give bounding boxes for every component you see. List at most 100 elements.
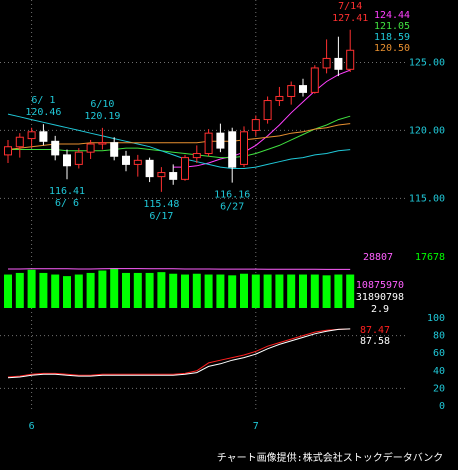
volume-bar	[39, 272, 48, 308]
candle-body	[27, 131, 36, 140]
volume-bar	[98, 270, 107, 308]
candle-body	[133, 159, 142, 165]
candle-body	[86, 143, 95, 153]
y-tick-label: 20	[433, 383, 445, 394]
candle-body	[299, 85, 307, 93]
volume-bar	[133, 272, 142, 308]
annotation-value: 120.19	[84, 111, 120, 122]
readout: 17678	[415, 252, 445, 263]
volume-bar	[287, 274, 296, 308]
candle-body	[110, 142, 119, 157]
legend-value: 87.58	[360, 336, 390, 347]
annotation-value: 120.46	[25, 107, 61, 118]
footer: チャート画像提供:株式会社ストックデータバンク	[217, 451, 443, 464]
volume-bar	[192, 273, 201, 308]
volume-average	[8, 268, 351, 270]
readout: 10875970	[356, 280, 404, 291]
y-tick-label: 80	[433, 331, 445, 342]
volume-bar	[228, 275, 237, 308]
annotation-value: 116.16	[214, 190, 250, 201]
annotation-date: 6/ 6	[55, 198, 79, 209]
y-tick-label: 60	[433, 348, 445, 359]
volume-bar	[86, 272, 95, 308]
candle-body	[51, 140, 60, 156]
y-tick-label: 125.00	[409, 58, 445, 69]
y-tick-label: 0	[439, 401, 445, 412]
candle-body	[145, 159, 154, 178]
legend-value: 121.05	[374, 21, 410, 32]
volume-bar	[204, 274, 213, 308]
candle-body	[192, 153, 201, 159]
volume-bar	[251, 274, 260, 308]
candle-body	[39, 131, 48, 142]
volume-bar	[346, 274, 355, 308]
candle-body	[334, 57, 343, 70]
volume-bar	[157, 272, 166, 308]
moving-average	[7, 123, 351, 150]
candle-body	[346, 49, 355, 70]
volume-bar	[299, 274, 307, 308]
annotation-value: 115.48	[143, 199, 179, 210]
volume-bar	[216, 274, 225, 308]
candle-body	[310, 67, 319, 93]
volume-bar	[27, 269, 36, 308]
volume-bar	[322, 275, 331, 308]
annotation-value: 116.41	[49, 186, 85, 197]
volume-bar	[51, 274, 60, 308]
annotation-date: 6/27	[220, 202, 244, 213]
y-tick-label: 100	[427, 313, 445, 324]
moving-average	[8, 115, 351, 159]
volume-bar	[145, 272, 154, 308]
volume-bar	[181, 274, 189, 308]
volume-bar	[4, 274, 12, 308]
volume-bar	[334, 274, 343, 308]
candle-body	[275, 95, 284, 102]
oscillator-line	[7, 328, 351, 378]
legend-value: 87.47	[360, 325, 390, 336]
volume-bar	[310, 274, 319, 308]
legend-value: 124.44	[374, 10, 410, 21]
y-tick-label: 40	[433, 366, 445, 377]
candle-body	[4, 146, 12, 156]
volume-bar	[15, 272, 24, 308]
annotation-value: 127.41	[332, 13, 368, 24]
readout: 28807	[363, 252, 393, 263]
y-tick-label: 115.00	[409, 193, 445, 204]
oscillator-line	[7, 328, 351, 379]
annotation-date: 6/17	[149, 211, 173, 222]
candle-body	[287, 85, 296, 97]
annotation-date: 6/ 1	[31, 95, 55, 106]
candle-body	[251, 119, 260, 131]
candle-body	[322, 57, 331, 69]
candle-body	[263, 100, 272, 121]
volume-bar	[110, 268, 119, 308]
y-tick-label: 120.00	[409, 125, 445, 136]
candle-body	[98, 142, 107, 145]
readout: 2.9	[371, 304, 389, 315]
volume-bar	[169, 273, 178, 308]
volume-bar	[63, 276, 71, 308]
volume-bar	[240, 273, 248, 308]
moving-average	[7, 113, 351, 169]
x-tick-label: 6	[29, 421, 35, 432]
candle-body	[216, 132, 225, 149]
volume-bar	[275, 274, 284, 308]
candle-body	[181, 157, 189, 180]
moving-average	[173, 69, 351, 168]
legend-value: 120.50	[374, 43, 410, 54]
volume-bar	[74, 274, 83, 308]
candle-body	[63, 154, 71, 167]
candle-body	[122, 155, 130, 165]
candle-body	[228, 131, 237, 168]
annotation-date: 7/14	[338, 1, 362, 12]
annotation-date: 6/10	[90, 99, 114, 110]
volume-bar	[263, 274, 272, 308]
candle-body	[74, 151, 83, 165]
x-tick-label: 7	[253, 421, 259, 432]
candle-body	[157, 172, 166, 178]
candle-body	[204, 132, 213, 155]
candle-body	[15, 136, 24, 148]
candle-body	[240, 131, 248, 165]
